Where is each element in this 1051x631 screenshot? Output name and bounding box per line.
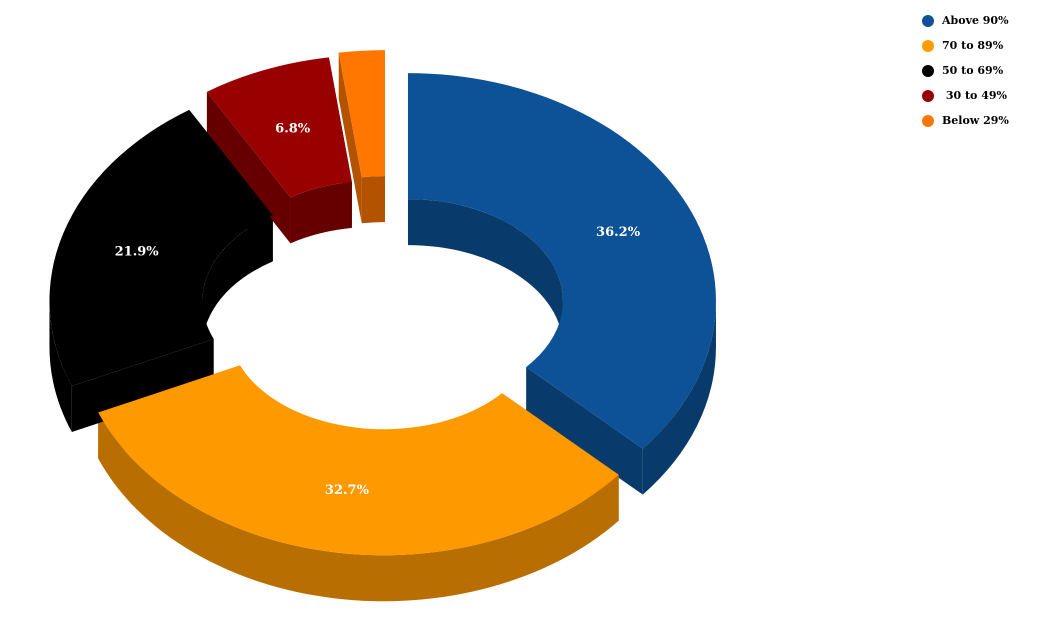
legend-label: Above 90%	[942, 14, 1009, 27]
slice-above-90	[407, 73, 716, 449]
slice-label-above-90: 36.2%	[596, 225, 641, 240]
slice-70-to-89	[98, 365, 619, 556]
slice-inner-side-50-to-69	[202, 215, 273, 347]
legend-marker	[922, 64, 934, 77]
legend-label: Below 29%	[942, 114, 1009, 127]
slice-tops: 36.2% 32.7% 21.9% 6.8%	[49, 50, 716, 556]
slice-below-29	[338, 50, 385, 178]
slice-cap-50-to-69	[71, 338, 214, 433]
slice-label-30-to-49: 6.8%	[275, 122, 311, 137]
slice-label-70-to-89: 32.7%	[325, 483, 370, 498]
slice-inner-side-30-to-49	[290, 181, 352, 244]
slice-50-to-69	[49, 109, 273, 387]
slice-cap-above-90	[526, 367, 643, 495]
slice-outer-side-70-to-89	[98, 412, 619, 602]
slice-label-50-to-69: 21.9%	[115, 244, 160, 259]
slice-inner-side-above-90	[407, 199, 563, 348]
slice-30-to-49	[206, 57, 352, 198]
legend-item-below-29: Below 29%	[922, 108, 1047, 133]
legend-label: 50 to 69%	[942, 64, 1004, 77]
slice-cap-30-to-49	[206, 91, 291, 244]
legend-marker	[922, 114, 934, 127]
legend-item-70-to-89: 70 to 89%	[922, 33, 1047, 58]
legend-item-above-90: Above 90%	[922, 8, 1047, 33]
slice-outer-side-above-90	[642, 301, 716, 495]
legend-marker	[922, 89, 934, 102]
legend-item-30-to-49: 30 to 49%	[922, 83, 1047, 108]
legend: Above 90% 70 to 89% 50 to 69% 30 to 49% Bel…	[922, 8, 1047, 133]
donut-chart: 36.2% 32.7% 21.9% 6.8%	[49, 50, 716, 602]
legend-marker	[922, 39, 934, 52]
legend-label: 30 to 49%	[942, 89, 1007, 102]
legend-label: 70 to 89%	[942, 39, 1004, 52]
slice-inner-side-below-29	[361, 176, 385, 224]
slice-cap-below-29	[338, 52, 362, 224]
legend-item-50-to-69: 50 to 69%	[922, 58, 1047, 83]
legend-marker	[922, 14, 934, 27]
slice-outer-side-50-to-69	[49, 300, 72, 433]
